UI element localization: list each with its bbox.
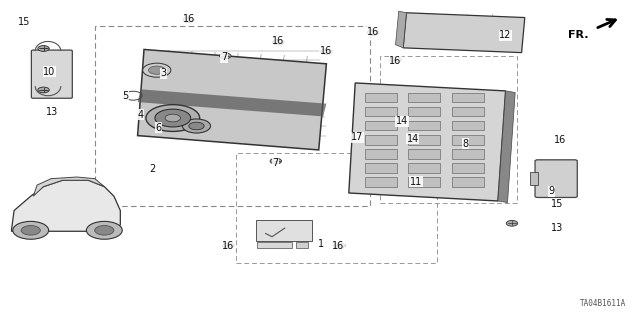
Text: 9: 9: [548, 186, 555, 197]
Text: TA04B1611A: TA04B1611A: [580, 299, 626, 308]
Bar: [452, 163, 484, 173]
Bar: [365, 163, 397, 173]
Polygon shape: [403, 13, 525, 53]
Bar: [380, 56, 517, 203]
Bar: [452, 135, 484, 145]
Circle shape: [165, 114, 180, 122]
Text: FR.: FR.: [568, 30, 589, 40]
Circle shape: [506, 220, 518, 226]
Circle shape: [367, 30, 379, 35]
Bar: [408, 93, 440, 102]
Text: 7: 7: [221, 52, 227, 63]
Bar: [236, 153, 437, 263]
Text: 13: 13: [46, 107, 59, 117]
Bar: [95, 26, 370, 206]
FancyBboxPatch shape: [535, 160, 577, 197]
Text: 16: 16: [320, 46, 333, 56]
Circle shape: [38, 87, 49, 93]
Bar: [296, 242, 308, 248]
Bar: [365, 107, 397, 116]
Polygon shape: [138, 89, 326, 116]
Bar: [408, 177, 440, 187]
Bar: [408, 135, 440, 145]
Polygon shape: [12, 180, 120, 231]
Circle shape: [86, 221, 122, 239]
Circle shape: [183, 17, 195, 23]
Bar: [365, 135, 397, 145]
Circle shape: [21, 226, 40, 235]
Bar: [452, 107, 484, 116]
Text: 5: 5: [122, 91, 129, 101]
Text: 8: 8: [463, 138, 469, 149]
Bar: [256, 220, 312, 241]
Text: 15: 15: [550, 199, 563, 209]
Polygon shape: [396, 11, 406, 48]
Polygon shape: [138, 49, 326, 150]
Circle shape: [38, 87, 49, 93]
Circle shape: [223, 243, 234, 249]
Bar: [408, 149, 440, 159]
Polygon shape: [498, 91, 515, 203]
Circle shape: [390, 57, 401, 63]
Circle shape: [182, 119, 211, 133]
Circle shape: [38, 46, 49, 51]
Circle shape: [155, 109, 191, 127]
Text: 1: 1: [318, 239, 324, 249]
Text: 7: 7: [272, 158, 278, 168]
Text: 10: 10: [43, 67, 56, 77]
Circle shape: [321, 49, 332, 55]
Text: 2: 2: [149, 164, 156, 174]
Circle shape: [13, 221, 49, 239]
Text: 14: 14: [396, 116, 408, 126]
Bar: [365, 149, 397, 159]
Bar: [365, 177, 397, 187]
Bar: [365, 121, 397, 130]
Bar: [257, 242, 292, 248]
Circle shape: [38, 46, 49, 51]
FancyBboxPatch shape: [31, 50, 72, 98]
Circle shape: [146, 105, 200, 131]
Text: 16: 16: [554, 135, 566, 145]
Text: 16: 16: [367, 27, 380, 37]
Circle shape: [270, 158, 282, 164]
Bar: [452, 149, 484, 159]
Circle shape: [148, 66, 165, 74]
Bar: [452, 177, 484, 187]
Circle shape: [143, 63, 171, 77]
Polygon shape: [33, 177, 104, 196]
Bar: [530, 172, 538, 185]
Text: 16: 16: [182, 14, 195, 24]
Text: 4: 4: [138, 110, 144, 120]
Circle shape: [189, 122, 204, 130]
Text: 17: 17: [351, 132, 364, 142]
Circle shape: [333, 243, 345, 249]
Bar: [365, 93, 397, 102]
Text: 11: 11: [410, 177, 422, 187]
Bar: [408, 163, 440, 173]
Bar: [408, 107, 440, 116]
Text: 13: 13: [550, 223, 563, 233]
Bar: [408, 121, 440, 130]
Text: 12: 12: [499, 30, 512, 40]
Text: 16: 16: [332, 241, 344, 251]
Text: 16: 16: [389, 56, 402, 66]
Text: 6: 6: [156, 122, 162, 133]
Bar: [452, 93, 484, 102]
Text: 16: 16: [272, 36, 285, 47]
Text: 16: 16: [222, 241, 235, 251]
Text: 14: 14: [406, 134, 419, 144]
Circle shape: [273, 39, 284, 45]
Text: 3: 3: [160, 68, 166, 78]
Circle shape: [95, 226, 114, 235]
Polygon shape: [349, 83, 506, 201]
Circle shape: [220, 53, 231, 59]
Bar: [452, 121, 484, 130]
Text: 15: 15: [18, 17, 31, 27]
